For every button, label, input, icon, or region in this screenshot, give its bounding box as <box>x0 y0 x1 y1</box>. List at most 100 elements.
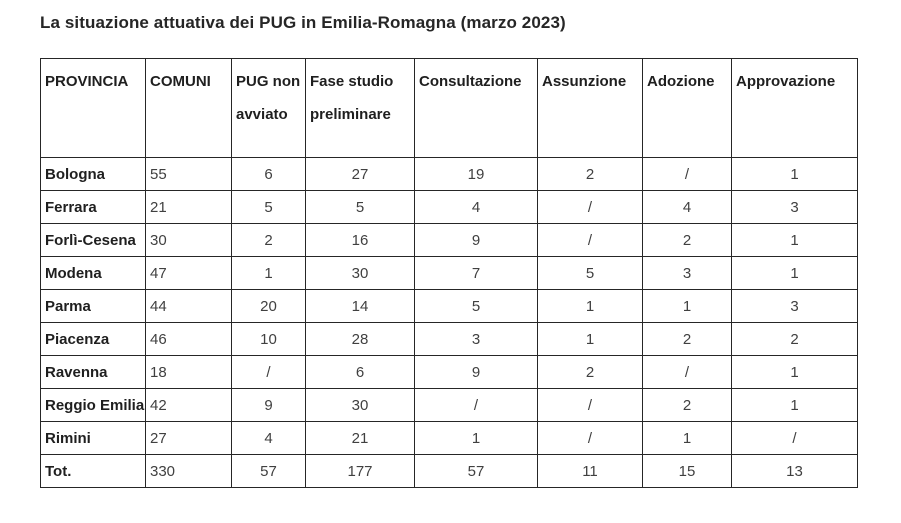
value-cell: 1 <box>642 421 732 455</box>
value-cell: / <box>537 388 643 422</box>
value-cell: 27 <box>305 157 415 191</box>
value-cell: 4 <box>414 190 538 224</box>
value-cell: / <box>731 421 858 455</box>
province-cell: Piacenza <box>40 322 146 356</box>
column-header-fase-studio-preliminare: Fase studio preliminare <box>305 58 415 158</box>
province-cell: Tot. <box>40 454 146 488</box>
value-cell: / <box>642 157 732 191</box>
value-cell: / <box>537 223 643 257</box>
column-header-comuni: COMUNI <box>145 58 232 158</box>
value-cell: 15 <box>642 454 732 488</box>
value-cell: 1 <box>731 355 858 389</box>
value-cell: 44 <box>145 289 232 323</box>
value-cell: 2 <box>642 388 732 422</box>
value-cell: 30 <box>145 223 232 257</box>
province-cell: Ferrara <box>40 190 146 224</box>
value-cell: 18 <box>145 355 232 389</box>
table-row: Modena 47 1 30 7 5 3 1 <box>40 256 858 290</box>
pug-status-table: PROVINCIA COMUNI PUG non avviato Fase studi… <box>40 58 858 488</box>
value-cell: 1 <box>731 388 858 422</box>
table-row: Reggio Emilia 42 9 30//2 1 <box>40 388 858 422</box>
province-cell: Reggio Emilia <box>40 388 146 422</box>
value-cell: 5 <box>414 289 538 323</box>
value-cell: / <box>642 355 732 389</box>
value-cell: 1 <box>537 322 643 356</box>
value-cell: 14 <box>305 289 415 323</box>
province-cell: Forlì-Cesena <box>40 223 146 257</box>
value-cell: 19 <box>414 157 538 191</box>
value-cell: 21 <box>305 421 415 455</box>
value-cell: 1 <box>231 256 306 290</box>
value-cell: 30 <box>305 388 415 422</box>
value-cell: 1 <box>731 223 858 257</box>
value-cell: 57 <box>414 454 538 488</box>
value-cell: 4 <box>642 190 732 224</box>
value-cell: 9 <box>231 388 306 422</box>
value-cell: 3 <box>642 256 732 290</box>
value-cell: 9 <box>414 355 538 389</box>
value-cell: 10 <box>231 322 306 356</box>
value-cell: 330 <box>145 454 232 488</box>
value-cell: 1 <box>414 421 538 455</box>
table-row: Piacenza 46 10 28 3 1 2 2 <box>40 322 858 356</box>
value-cell: 30 <box>305 256 415 290</box>
column-header-assunzione: Assunzione <box>537 58 643 158</box>
value-cell: 21 <box>145 190 232 224</box>
value-cell: 16 <box>305 223 415 257</box>
value-cell: 9 <box>414 223 538 257</box>
table-header: PROVINCIA COMUNI PUG non avviato Fase studi… <box>40 58 858 158</box>
value-cell: 6 <box>231 157 306 191</box>
value-cell: 13 <box>731 454 858 488</box>
header-row: PROVINCIA COMUNI PUG non avviato Fase studi… <box>40 58 858 158</box>
value-cell: 1 <box>731 256 858 290</box>
value-cell: 3 <box>731 289 858 323</box>
value-cell: 20 <box>231 289 306 323</box>
value-cell: 2 <box>537 355 643 389</box>
column-header-approvazione: Approvazione <box>731 58 858 158</box>
value-cell: 7 <box>414 256 538 290</box>
value-cell: 46 <box>145 322 232 356</box>
value-cell: 5 <box>231 190 306 224</box>
value-cell: 177 <box>305 454 415 488</box>
table-row: Ferrara 21 5 5 4/4 3 <box>40 190 858 224</box>
table-row: Parma 44 20 14 5 1 1 3 <box>40 289 858 323</box>
value-cell: 47 <box>145 256 232 290</box>
value-cell: 2 <box>642 322 732 356</box>
table-row: Forlì-Cesena 30 2 16 9/2 1 <box>40 223 858 257</box>
value-cell: 5 <box>537 256 643 290</box>
value-cell: 2 <box>731 322 858 356</box>
value-cell: 57 <box>231 454 306 488</box>
province-cell: Bologna <box>40 157 146 191</box>
column-header-provincia: PROVINCIA <box>40 58 146 158</box>
value-cell: 55 <box>145 157 232 191</box>
table-row: Ravenna 18/6 9 2/1 <box>40 355 858 389</box>
value-cell: 27 <box>145 421 232 455</box>
province-cell: Rimini <box>40 421 146 455</box>
province-cell: Parma <box>40 289 146 323</box>
value-cell: 1 <box>642 289 732 323</box>
table-body: Bologna 55 6 27 19 2/1 Ferrara 21 5 5 4/4 3 Forlì-Ce… <box>40 157 858 488</box>
value-cell: 11 <box>537 454 643 488</box>
value-cell: 2 <box>642 223 732 257</box>
value-cell: / <box>537 190 643 224</box>
value-cell: 28 <box>305 322 415 356</box>
province-cell: Modena <box>40 256 146 290</box>
column-header-adozione: Adozione <box>642 58 732 158</box>
value-cell: 1 <box>537 289 643 323</box>
table-row: Rimini 27 4 21 1/1/ <box>40 421 858 455</box>
value-cell: 1 <box>731 157 858 191</box>
value-cell: 3 <box>414 322 538 356</box>
province-cell: Ravenna <box>40 355 146 389</box>
page-title: La situazione attuativa dei PUG in Emili… <box>40 13 566 32</box>
table-row: Bologna 55 6 27 19 2/1 <box>40 157 858 191</box>
column-header-consultazione: Consultazione <box>414 58 538 158</box>
column-header-pug-non-avviato: PUG non avviato <box>231 58 306 158</box>
value-cell: / <box>537 421 643 455</box>
value-cell: 5 <box>305 190 415 224</box>
value-cell: 2 <box>537 157 643 191</box>
value-cell: 6 <box>305 355 415 389</box>
total-row: Tot. 330 57 177 57 11 15 13 <box>40 454 858 488</box>
value-cell: / <box>414 388 538 422</box>
value-cell: 2 <box>231 223 306 257</box>
